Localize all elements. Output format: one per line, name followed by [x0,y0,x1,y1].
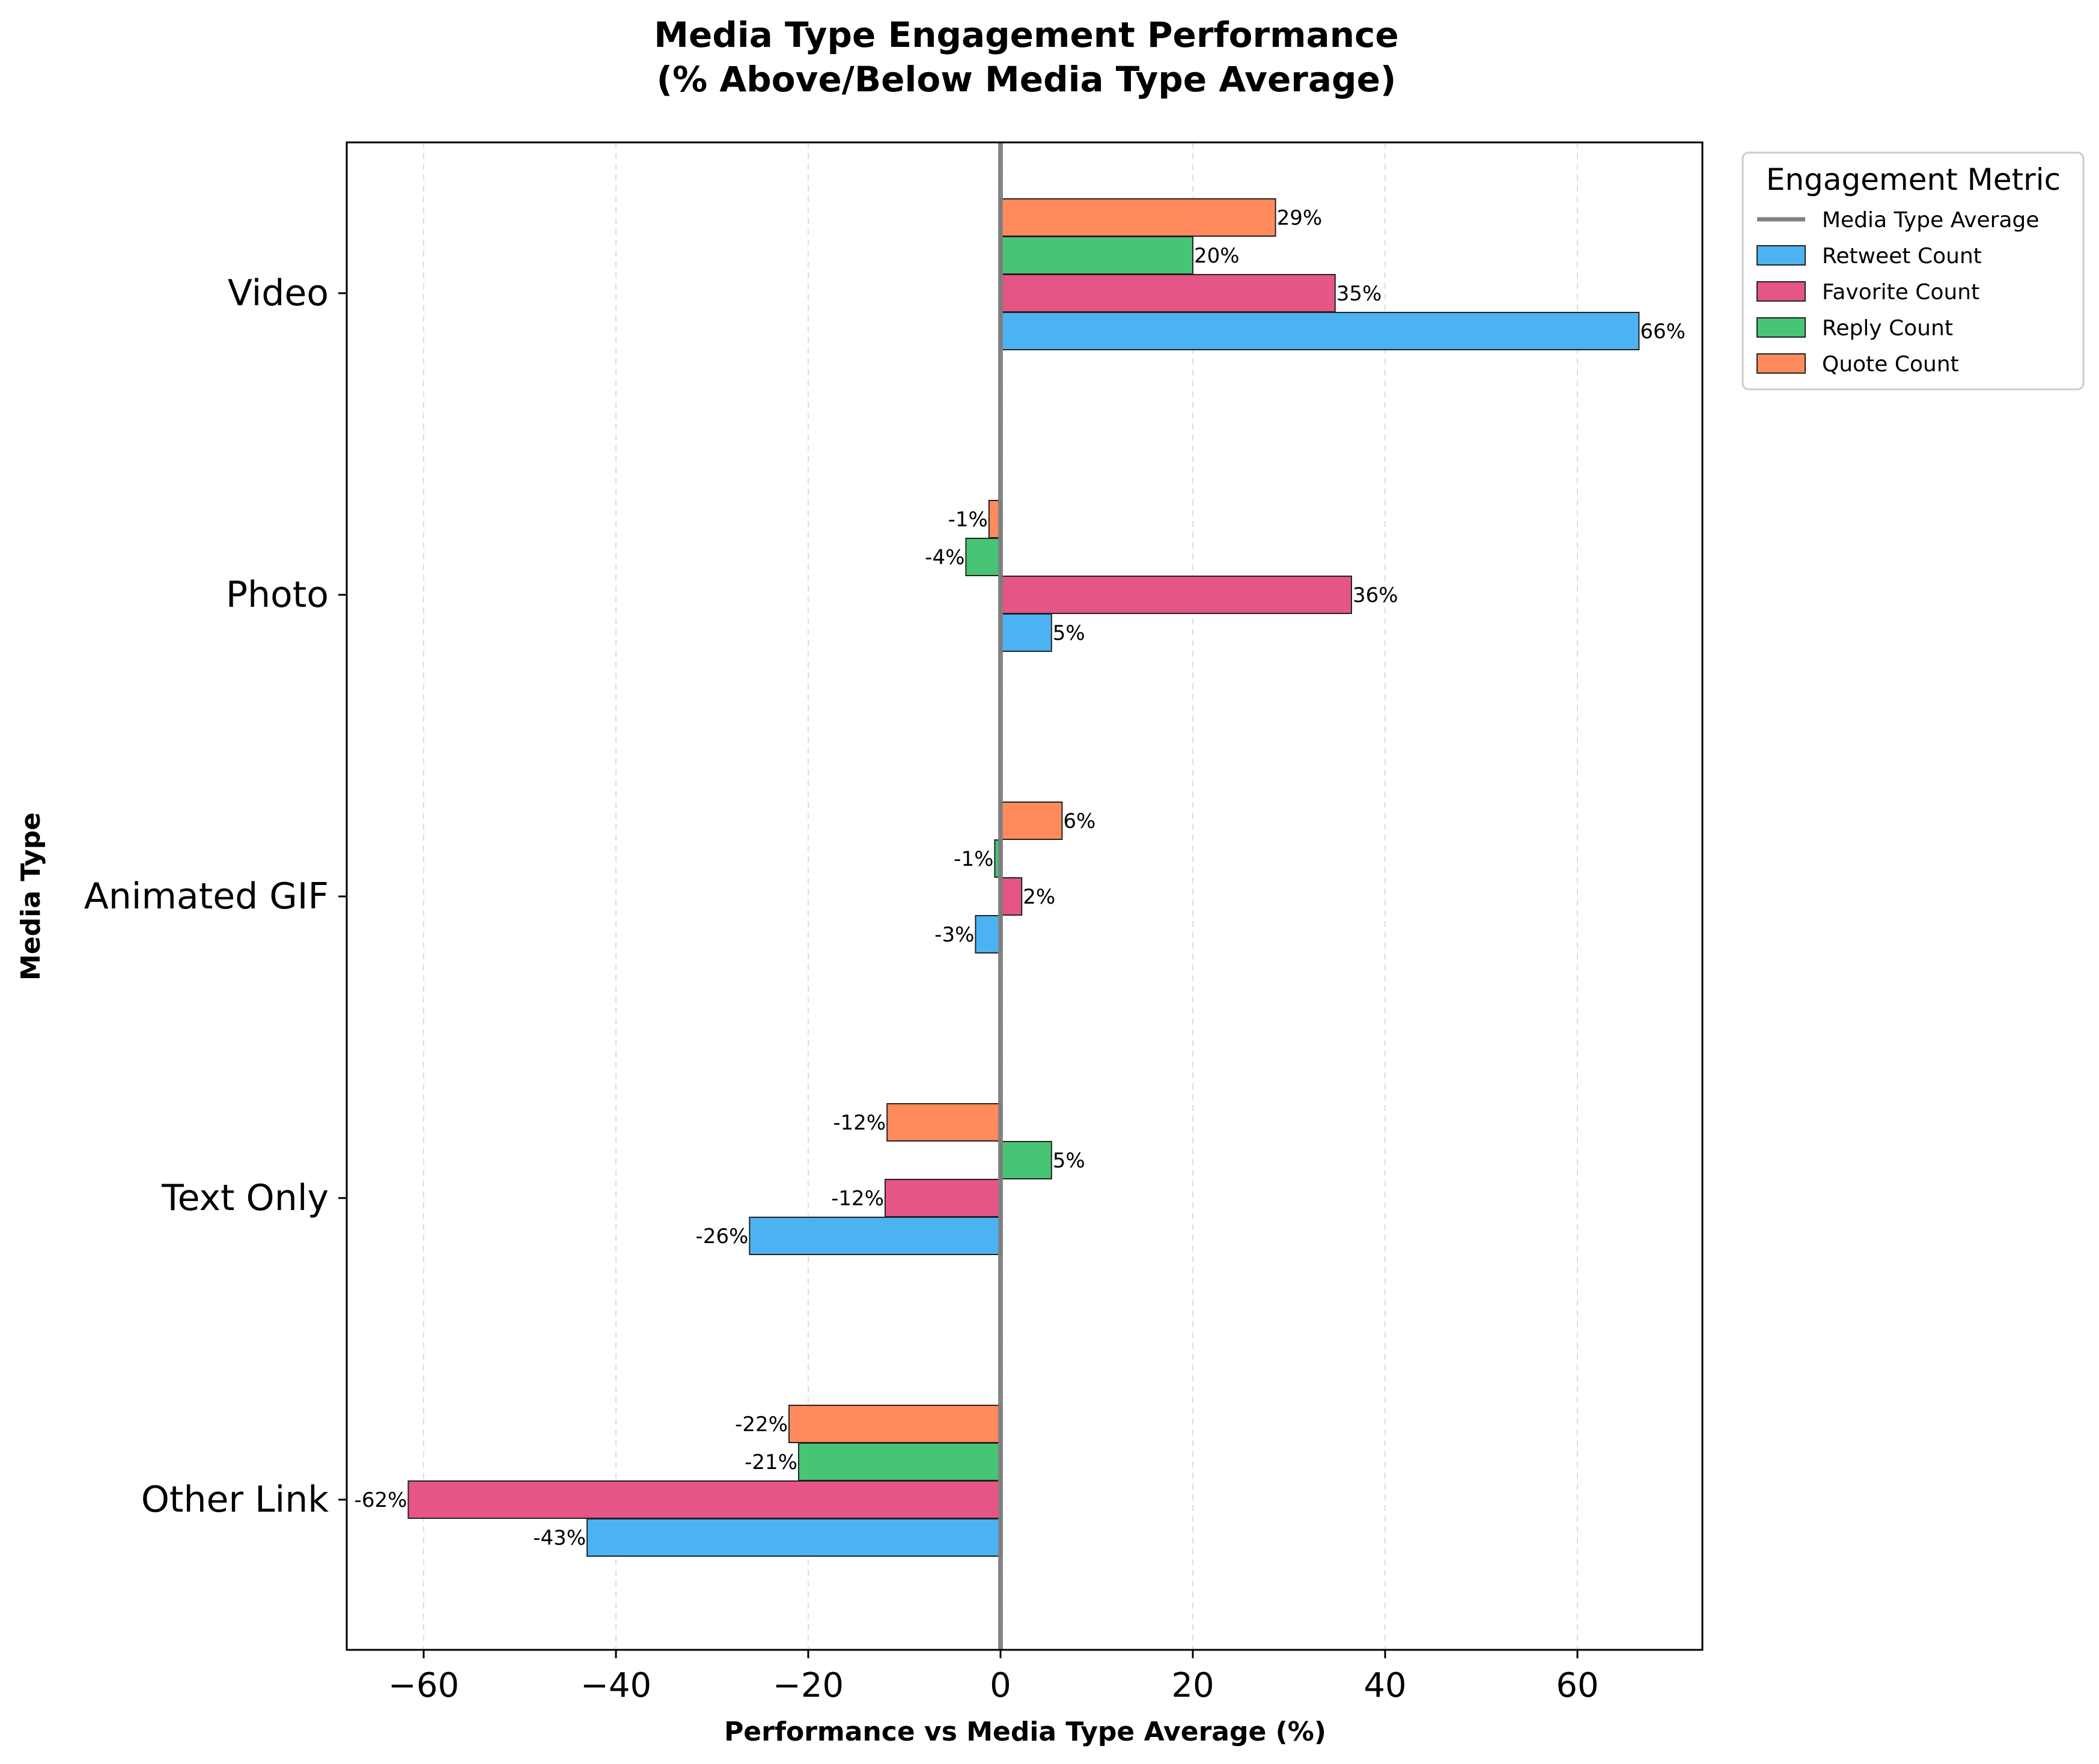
legend-label-retweet-count: Retweet Count [1822,244,1982,269]
bar-value-label: -3% [934,923,974,947]
bar-value-label: 5% [1053,1149,1085,1173]
bar-value-label: 29% [1277,206,1323,230]
bar-text-only-retweet-count [749,1217,1002,1255]
bar-value-label: 36% [1353,583,1398,607]
bar-value-label: -62% [355,1488,407,1512]
bar-value-label: -12% [833,1111,886,1135]
bar-other-link-reply-count [798,1443,1001,1481]
legend-swatch-favorite-count [1756,281,1806,302]
legend-frame [1741,151,2085,391]
legend: Engagement Metric Media Type Average Retw… [1741,151,2085,391]
bar-photo-favorite-count [1000,576,1352,614]
bar-text-only-quote-count [886,1103,1001,1142]
legend-swatch-reply-count [1756,317,1806,338]
bar-animated-gif-retweet-count [975,915,1002,953]
bar-photo-reply-count [965,538,1002,576]
x-axis-ticks: −60 −40 −20 0 20 40 60 [388,1650,1599,1705]
x-tick-label: 0 [990,1666,1011,1705]
x-tick-label: 20 [1171,1666,1214,1705]
bar-other-link-retweet-count [586,1518,1001,1557]
bar-video-retweet-count [1000,312,1640,350]
bar-value-label: -12% [831,1187,884,1211]
x-tick-label: 40 [1363,1666,1406,1705]
chart-title-line-1: Media Type Engagement Performance [654,14,1398,55]
legend-label-reply-count: Reply Count [1822,316,1953,341]
bar-other-link-favorite-count [407,1480,1001,1519]
bar-value-label: 35% [1336,282,1382,306]
bars [407,198,1640,1557]
y-axis-label: Media Type [16,812,46,981]
legend-label-favorite-count: Favorite Count [1822,280,1979,305]
y-tick-label: Photo [226,574,329,616]
bar-value-label: 66% [1640,320,1686,344]
bar-video-reply-count [1000,236,1193,275]
y-tick-label: Video [228,272,329,314]
bar-value-label: -1% [954,847,993,871]
bar-value-label: 6% [1063,809,1095,833]
y-tick-label: Animated GIF [84,875,329,917]
x-tick-label: −60 [388,1666,459,1705]
bar-value-label: -22% [735,1413,788,1437]
y-axis-ticks: Video Photo Animated GIF Text Only Other Lin… [84,272,347,1521]
y-tick-label: Other Link [141,1479,329,1521]
bar-animated-gif-quote-count [1000,801,1063,840]
x-axis-label: Performance vs Media Type Average (%) [724,1717,1326,1747]
bar-value-label: -1% [948,508,988,532]
bar-other-link-quote-count [788,1405,1001,1443]
legend-swatch-quote-count [1756,353,1806,374]
x-tick-label: −40 [580,1666,651,1705]
legend-items: Media Type Average Retweet Count Favorite … [1756,208,2040,377]
bar-video-favorite-count [1000,274,1336,312]
bar-value-label: -21% [745,1450,797,1474]
bar-value-label: -26% [696,1224,749,1248]
legend-label-quote-count: Quote Count [1822,352,1959,377]
bar-value-label: 5% [1053,621,1085,645]
bar-video-quote-count [1000,198,1276,237]
bar-value-label: 2% [1023,885,1055,909]
legend-swatch-retweet-count [1756,245,1806,266]
y-tick-label: Text Only [161,1177,329,1219]
bar-value-label: -4% [925,546,964,570]
bar-animated-gif-favorite-count [1000,877,1023,916]
chart-title-line-2: (% Above/Below Media Type Average) [657,59,1397,100]
bar-value-label: -43% [533,1526,586,1550]
bar-photo-retweet-count [1000,613,1052,652]
bar-text-only-favorite-count [885,1179,1001,1217]
x-tick-label: 60 [1556,1666,1598,1705]
x-tick-label: −20 [773,1666,844,1705]
bar-value-label: 20% [1194,244,1240,268]
bar-text-only-reply-count [1000,1141,1052,1179]
bar-value-labels: 66% 35% 20% 29% 5% 36% -4% -1% -3% 2% -1% 6% -26% -12… [355,206,1686,1550]
legend-title: Engagement Metric [1766,162,2061,197]
legend-label-media-type-average: Media Type Average [1822,208,2040,233]
